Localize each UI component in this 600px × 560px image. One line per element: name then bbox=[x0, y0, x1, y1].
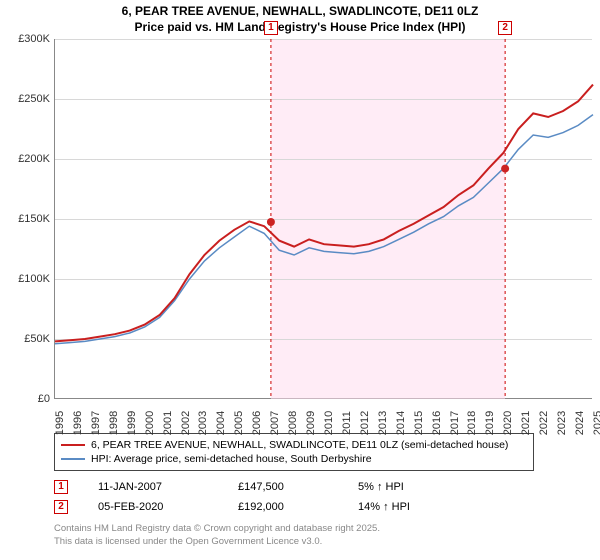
txn-date: 11-JAN-2007 bbox=[98, 481, 208, 493]
y-tick: £50K bbox=[24, 333, 50, 345]
y-tick: £150K bbox=[18, 213, 50, 225]
x-tick: 2001 bbox=[162, 411, 174, 435]
txn-date: 05-FEB-2020 bbox=[98, 501, 208, 513]
series-line bbox=[55, 85, 593, 342]
x-tick: 1996 bbox=[72, 411, 84, 435]
chart: £0£50K£100K£150K£200K£250K£300K 12 19951… bbox=[4, 39, 596, 429]
title-line1: 6, PEAR TREE AVENUE, NEWHALL, SWADLINCOT… bbox=[4, 4, 596, 20]
x-tick: 2018 bbox=[466, 411, 478, 435]
sale-point bbox=[501, 165, 509, 173]
sale-marker-inline: 2 bbox=[54, 500, 68, 514]
x-tick: 2024 bbox=[574, 411, 586, 435]
x-tick: 2011 bbox=[341, 411, 353, 435]
legend-item-1: 6, PEAR TREE AVENUE, NEWHALL, SWADLINCOT… bbox=[61, 438, 527, 452]
x-tick: 2009 bbox=[305, 411, 317, 435]
txn-pct: 14% ↑ HPI bbox=[358, 501, 410, 513]
x-tick: 2002 bbox=[180, 411, 192, 435]
x-tick: 2025 bbox=[592, 411, 600, 435]
x-tick: 1997 bbox=[90, 411, 102, 435]
x-tick: 2023 bbox=[556, 411, 568, 435]
legend: 6, PEAR TREE AVENUE, NEWHALL, SWADLINCOT… bbox=[54, 433, 534, 471]
txn-price: £192,000 bbox=[238, 501, 328, 513]
y-axis: £0£50K£100K£150K£200K£250K£300K bbox=[4, 39, 54, 399]
x-tick: 1998 bbox=[108, 411, 120, 435]
x-tick: 2007 bbox=[269, 411, 281, 435]
y-tick: £100K bbox=[18, 273, 50, 285]
attribution: Contains HM Land Registry data © Crown c… bbox=[54, 523, 596, 548]
sale-marker-inline: 1 bbox=[54, 480, 68, 494]
x-tick: 2022 bbox=[538, 411, 550, 435]
x-tick: 1999 bbox=[126, 411, 138, 435]
legend-label-1: 6, PEAR TREE AVENUE, NEWHALL, SWADLINCOT… bbox=[91, 439, 508, 451]
legend-label-2: HPI: Average price, semi-detached house,… bbox=[91, 453, 372, 465]
attribution-line1: Contains HM Land Registry data © Crown c… bbox=[54, 523, 596, 535]
y-tick: £300K bbox=[18, 33, 50, 45]
x-tick: 2013 bbox=[377, 411, 389, 435]
x-tick: 2014 bbox=[395, 411, 407, 435]
txn-price: £147,500 bbox=[238, 481, 328, 493]
y-tick: £0 bbox=[38, 393, 50, 405]
legend-swatch-1 bbox=[61, 444, 85, 446]
x-tick: 2010 bbox=[323, 411, 335, 435]
x-tick: 2005 bbox=[233, 411, 245, 435]
transaction-row: 2 05-FEB-2020 £192,000 14% ↑ HPI bbox=[54, 497, 596, 517]
plot-area: 12 bbox=[54, 39, 592, 399]
series-line bbox=[55, 115, 593, 344]
sale-point bbox=[267, 218, 275, 226]
y-tick: £200K bbox=[18, 153, 50, 165]
transaction-row: 1 11-JAN-2007 £147,500 5% ↑ HPI bbox=[54, 477, 596, 497]
x-tick: 2019 bbox=[484, 411, 496, 435]
legend-item-2: HPI: Average price, semi-detached house,… bbox=[61, 452, 527, 466]
y-tick: £250K bbox=[18, 93, 50, 105]
x-tick: 2017 bbox=[449, 411, 461, 435]
x-tick: 2004 bbox=[215, 411, 227, 435]
legend-swatch-2 bbox=[61, 458, 85, 460]
transaction-rows: 1 11-JAN-2007 £147,500 5% ↑ HPI 2 05-FEB-2020… bbox=[54, 477, 596, 517]
x-axis: 1995199619971998199920002001200220032004… bbox=[54, 401, 592, 429]
x-tick: 2015 bbox=[413, 411, 425, 435]
x-tick: 2008 bbox=[287, 411, 299, 435]
sale-marker: 1 bbox=[264, 21, 278, 35]
x-tick: 1995 bbox=[54, 411, 66, 435]
x-tick: 2016 bbox=[431, 411, 443, 435]
chart-svg bbox=[55, 39, 593, 399]
x-tick: 2006 bbox=[251, 411, 263, 435]
x-tick: 2000 bbox=[144, 411, 156, 435]
attribution-line2: This data is licensed under the Open Gov… bbox=[54, 536, 596, 548]
x-tick: 2012 bbox=[359, 411, 371, 435]
x-tick: 2021 bbox=[520, 411, 532, 435]
txn-pct: 5% ↑ HPI bbox=[358, 481, 404, 493]
sale-marker: 2 bbox=[498, 21, 512, 35]
x-tick: 2003 bbox=[197, 411, 209, 435]
x-tick: 2020 bbox=[502, 411, 514, 435]
